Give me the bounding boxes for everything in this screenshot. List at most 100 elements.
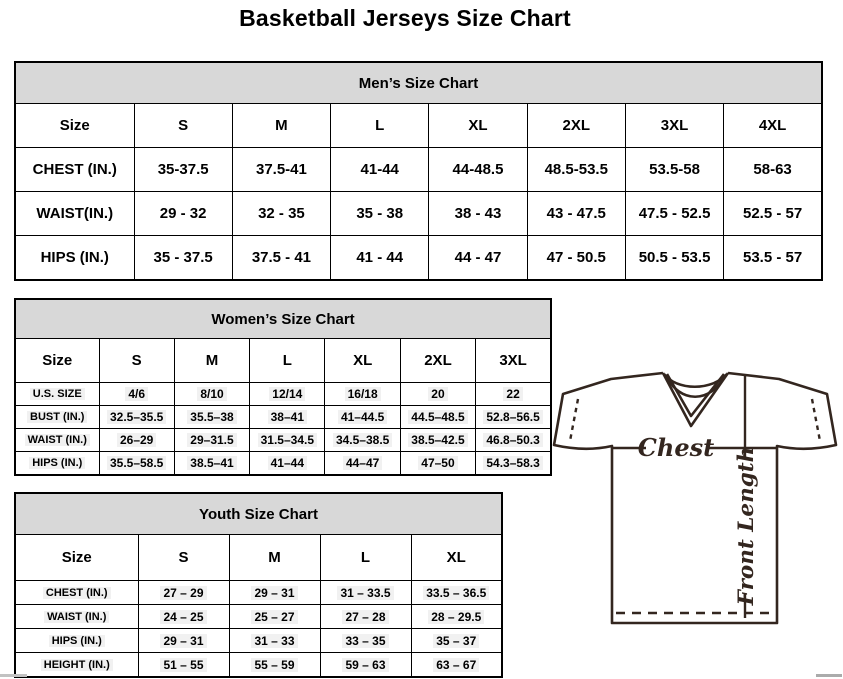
value-cell: 51 – 55 (137, 652, 230, 678)
value-cell: 48.5-53.5 (526, 147, 626, 192)
jersey-measurement-diagram: Chest Front Length (552, 371, 838, 625)
value-cell: 41-44 (330, 147, 430, 192)
value-cell: 37.5 - 41 (231, 235, 332, 281)
value-cell: 50.5 - 53.5 (624, 235, 725, 281)
column-header: M (228, 534, 321, 581)
value-cell: 47 - 50.5 (526, 235, 626, 281)
value-cell: 22 (475, 382, 552, 406)
jersey-outline-shape (552, 371, 838, 625)
value-cell: 41–44.5 (324, 405, 401, 429)
value-cell: 35 - 38 (330, 191, 430, 236)
value-cell: 29 – 31 (137, 628, 230, 653)
jersey-collar-outer-v (661, 372, 730, 428)
column-header: L (249, 338, 326, 383)
value-cell: 35 – 37 (410, 628, 503, 653)
value-cell: 31 – 33.5 (319, 580, 412, 605)
value-cell: 31 – 33 (228, 628, 321, 653)
value-cell: 41 - 44 (330, 235, 430, 281)
value-cell: 44.5–48.5 (399, 405, 477, 429)
value-cell: 58-63 (723, 147, 823, 192)
value-cell: 35.5–58.5 (98, 451, 175, 476)
column-header: 2XL (399, 338, 477, 383)
value-cell: 32.5–35.5 (98, 405, 175, 429)
value-cell: 52.5 - 57 (723, 191, 823, 236)
value-cell: 54.3–58.3 (475, 451, 552, 476)
horizontal-scrollbar-fragment-right[interactable] (816, 674, 842, 677)
value-cell: 37.5-41 (231, 147, 332, 192)
value-cell: 24 – 25 (137, 604, 230, 629)
value-cell: 47.5 - 52.5 (624, 191, 725, 236)
row-label: WAIST (IN.) (14, 604, 139, 629)
page-title: Basketball Jerseys Size Chart (239, 5, 571, 31)
row-label: CHEST (IN.) (14, 147, 135, 192)
row-label: WAIST(IN.) (14, 191, 135, 236)
value-cell: 33 – 35 (319, 628, 412, 653)
value-cell: 43 - 47.5 (526, 191, 626, 236)
value-cell: 52.8–56.5 (475, 405, 552, 429)
value-cell: 47–50 (399, 451, 477, 476)
value-cell: 31.5–34.5 (249, 428, 326, 452)
value-cell: 41–44 (249, 451, 326, 476)
column-header: Size (14, 534, 139, 581)
row-label: HIPS (IN.) (14, 628, 139, 653)
value-cell: 29 - 32 (133, 191, 233, 236)
row-label: BUST (IN.) (14, 405, 100, 429)
table-banner-title: Men’s Size Chart (14, 61, 823, 104)
jersey-right-cuff-dashed-line (810, 398, 822, 442)
row-label: WAIST (IN.) (14, 428, 100, 452)
value-cell: 44–47 (324, 451, 401, 476)
jersey-collar-band-curve-2 (664, 374, 727, 399)
column-header: XL (428, 103, 528, 148)
row-label: U.S. SIZE (14, 382, 100, 406)
value-cell: 34.5–38.5 (324, 428, 401, 452)
value-cell: 16/18 (324, 382, 401, 406)
column-header: 2XL (526, 103, 626, 148)
row-label: HIPS (IN.) (14, 235, 135, 281)
value-cell: 38.5–42.5 (399, 428, 477, 452)
value-cell: 29 – 31 (228, 580, 321, 605)
column-header: 4XL (723, 103, 823, 148)
column-header: 3XL (475, 338, 552, 383)
value-cell: 63 – 67 (410, 652, 503, 678)
value-cell: 35-37.5 (133, 147, 233, 192)
column-header: L (319, 534, 412, 581)
value-cell: 55 – 59 (228, 652, 321, 678)
row-label: HEIGHT (IN.) (14, 652, 139, 678)
value-cell: 46.8–50.3 (475, 428, 552, 452)
value-cell: 33.5 – 36.5 (410, 580, 503, 605)
value-cell: 38–41 (249, 405, 326, 429)
value-cell: 4/6 (98, 382, 175, 406)
column-header: 3XL (624, 103, 725, 148)
value-cell: 20 (399, 382, 477, 406)
womens-size-table: Women’s Size Chart Size S M L XL 2XL 3XL U.S. SI… (14, 298, 552, 476)
value-cell: 35.5–38 (173, 405, 251, 429)
value-cell: 35 - 37.5 (133, 235, 233, 281)
value-cell: 8/10 (173, 382, 251, 406)
value-cell: 28 – 29.5 (410, 604, 503, 629)
column-header: Size (14, 338, 100, 383)
front-length-label: Front Length (734, 447, 759, 607)
mens-size-table: Men’s Size Chart Size S M L XL 2XL 3XL 4XL CHEST … (14, 61, 823, 281)
value-cell: 29–31.5 (173, 428, 251, 452)
value-cell: 32 - 35 (231, 191, 332, 236)
value-cell: 38 - 43 (428, 191, 528, 236)
column-header: XL (324, 338, 401, 383)
horizontal-scrollbar-thumb-left[interactable] (0, 674, 27, 677)
column-header: M (231, 103, 332, 148)
column-header: XL (410, 534, 503, 581)
column-header: S (137, 534, 230, 581)
column-header: S (98, 338, 175, 383)
chest-label: Chest (638, 433, 714, 462)
value-cell: 27 – 28 (319, 604, 412, 629)
value-cell: 44-48.5 (428, 147, 528, 192)
value-cell: 38.5–41 (173, 451, 251, 476)
jersey-left-cuff-dashed-line (568, 398, 580, 442)
value-cell: 12/14 (249, 382, 326, 406)
value-cell: 53.5-58 (624, 147, 725, 192)
column-header: S (133, 103, 233, 148)
value-cell: 25 – 27 (228, 604, 321, 629)
value-cell: 26–29 (98, 428, 175, 452)
table-banner-title: Women’s Size Chart (14, 298, 552, 339)
column-header: M (173, 338, 251, 383)
